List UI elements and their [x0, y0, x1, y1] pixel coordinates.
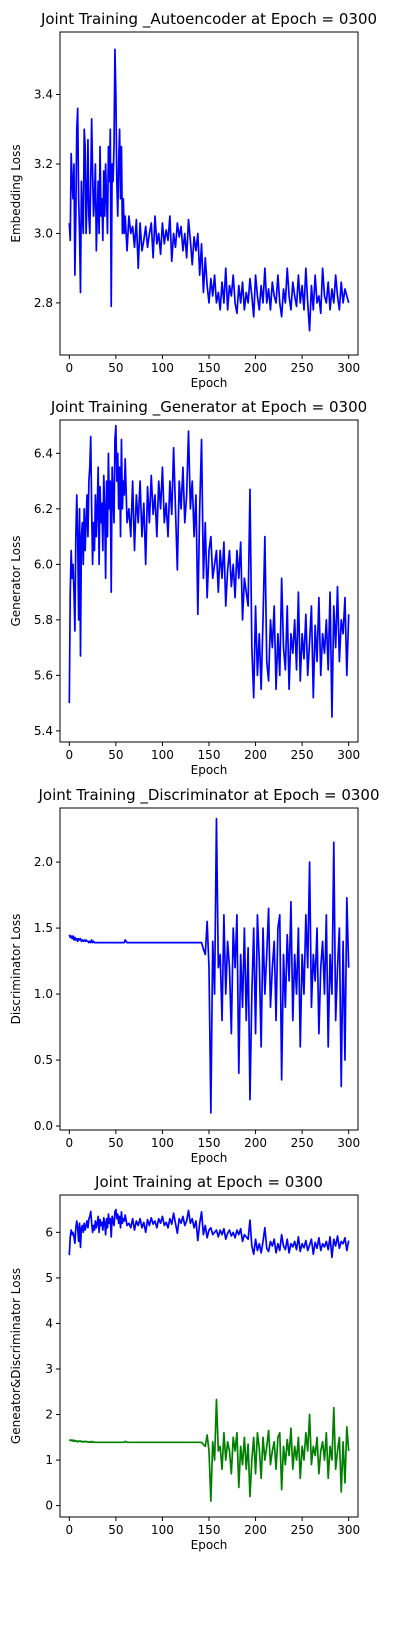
- x-tick-label: 250: [291, 1523, 314, 1537]
- y-tick-label: 5.6: [34, 668, 53, 682]
- x-tick-label: 150: [198, 361, 221, 375]
- chart-3: Joint Training _Discriminator at Epoch =…: [9, 786, 380, 1165]
- x-tick-label: 300: [337, 1523, 360, 1537]
- x-tick-label: 300: [337, 1136, 360, 1150]
- x-tick-label: 100: [151, 361, 174, 375]
- y-tick-label: 6.2: [34, 502, 53, 516]
- x-tick-label: 100: [151, 1136, 174, 1150]
- x-tick-label: 0: [65, 748, 73, 762]
- x-tick-label: 50: [108, 1136, 123, 1150]
- y-axis-label: Embedding Loss: [9, 144, 23, 242]
- y-tick-label: 5.4: [34, 724, 53, 738]
- x-tick-label: 250: [291, 361, 314, 375]
- y-tick-label: 3.2: [34, 157, 53, 171]
- x-tick-label: 200: [244, 748, 267, 762]
- series-line-1: [68, 1208, 350, 1259]
- x-axis-label: Epoch: [191, 376, 228, 390]
- series-line-1: [68, 48, 350, 332]
- chart-title: Joint Training _Generator at Epoch = 030…: [50, 398, 367, 417]
- series-line-2: [68, 1398, 350, 1502]
- y-tick-label: 0.5: [34, 1053, 53, 1067]
- y-tick-label: 3.4: [34, 88, 53, 102]
- y-tick-label: 1: [45, 1453, 53, 1467]
- x-tick-label: 50: [108, 748, 123, 762]
- x-tick-label: 200: [244, 361, 267, 375]
- x-tick-label: 150: [198, 1523, 221, 1537]
- x-tick-label: 200: [244, 1136, 267, 1150]
- chart-title: Joint Training _Autoencoder at Epoch = 0…: [40, 10, 377, 29]
- y-axis-label: Discriminator Loss: [9, 914, 23, 1025]
- chart-2: Joint Training _Generator at Epoch = 030…: [9, 398, 367, 777]
- y-axis-label: Generator Loss: [9, 535, 23, 626]
- chart-title: Joint Training _Discriminator at Epoch =…: [37, 786, 379, 805]
- y-tick-label: 5.8: [34, 613, 53, 627]
- series-line-1: [68, 817, 350, 1114]
- x-tick-label: 150: [198, 1136, 221, 1150]
- y-tick-label: 0.0: [34, 1119, 53, 1133]
- x-tick-label: 0: [65, 1136, 73, 1150]
- x-tick-label: 50: [108, 361, 123, 375]
- y-tick-label: 2.0: [34, 855, 53, 869]
- y-tick-label: 2.8: [34, 296, 53, 310]
- chart-1: Joint Training _Autoencoder at Epoch = 0…: [9, 10, 377, 390]
- y-axis-label: Geneator&Discriminator Loss: [9, 1268, 23, 1444]
- y-tick-label: 3: [45, 1362, 53, 1376]
- y-tick-label: 1.5: [34, 921, 53, 935]
- y-tick-label: 2: [45, 1408, 53, 1422]
- x-axis-label: Epoch: [191, 1151, 228, 1165]
- x-tick-label: 100: [151, 748, 174, 762]
- y-tick-label: 6.4: [34, 446, 53, 460]
- x-tick-label: 200: [244, 1523, 267, 1537]
- x-tick-label: 300: [337, 361, 360, 375]
- x-axis-label: Epoch: [191, 1538, 228, 1552]
- x-tick-label: 0: [65, 361, 73, 375]
- y-tick-label: 5: [45, 1271, 53, 1285]
- y-tick-label: 6.0: [34, 557, 53, 571]
- y-tick-label: 0: [45, 1499, 53, 1513]
- y-tick-label: 1.0: [34, 987, 53, 1001]
- x-tick-label: 150: [198, 748, 221, 762]
- x-tick-label: 250: [291, 748, 314, 762]
- x-tick-label: 50: [108, 1523, 123, 1537]
- x-tick-label: 0: [65, 1523, 73, 1537]
- x-tick-label: 300: [337, 748, 360, 762]
- y-tick-label: 3.0: [34, 226, 53, 240]
- x-axis-label: Epoch: [191, 763, 228, 777]
- x-tick-label: 250: [291, 1136, 314, 1150]
- chart-title: Joint Training at Epoch = 0300: [94, 1173, 323, 1191]
- y-tick-label: 4: [45, 1316, 53, 1330]
- x-tick-label: 100: [151, 1523, 174, 1537]
- series-line-1: [68, 424, 350, 718]
- y-tick-label: 6: [45, 1225, 53, 1239]
